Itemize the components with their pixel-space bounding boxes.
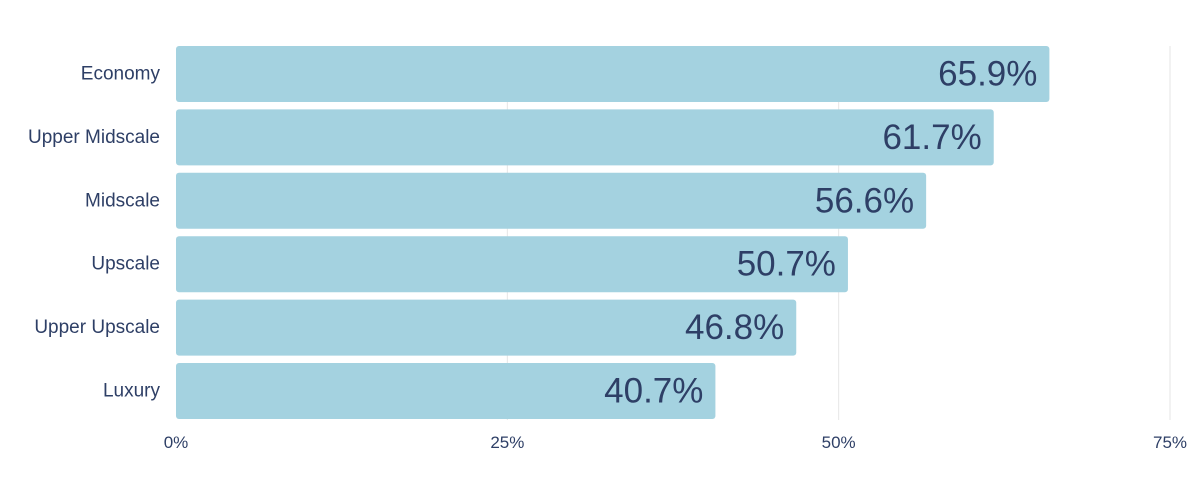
- x-tick-label: 50%: [822, 433, 856, 452]
- value-label: 56.6%: [815, 181, 914, 220]
- bar: [176, 299, 797, 356]
- x-axis-ticks: 0% 25% 50% 75%: [164, 433, 1187, 452]
- value-label: 40.7%: [604, 372, 703, 411]
- category-label: Upper Upscale: [34, 317, 160, 338]
- category-label: Midscale: [85, 190, 160, 211]
- bar: [176, 172, 927, 229]
- category-label: Upscale: [91, 254, 160, 275]
- value-label: 50.7%: [737, 245, 836, 284]
- category-labels: Economy Upper Midscale Midscale Upscale Uppe…: [28, 64, 160, 402]
- value-labels: 65.9% 61.7% 56.6% 50.7% 46.8% 40.7%: [604, 55, 1037, 411]
- bar: [176, 236, 848, 293]
- value-label: 46.8%: [685, 308, 784, 347]
- bar: [176, 46, 1050, 102]
- value-label: 65.9%: [938, 55, 1037, 94]
- x-tick-label: 0%: [164, 433, 189, 452]
- x-tick-label: 75%: [1153, 433, 1187, 452]
- bar: [176, 109, 994, 166]
- bars: [176, 46, 1050, 419]
- category-label: Luxury: [103, 381, 161, 402]
- category-label: Economy: [81, 64, 161, 85]
- bar: [176, 363, 716, 419]
- gridlines: [506, 46, 1171, 420]
- category-label: Upper Midscale: [28, 127, 160, 148]
- value-label: 61.7%: [882, 118, 981, 157]
- x-tick-label: 25%: [490, 433, 524, 452]
